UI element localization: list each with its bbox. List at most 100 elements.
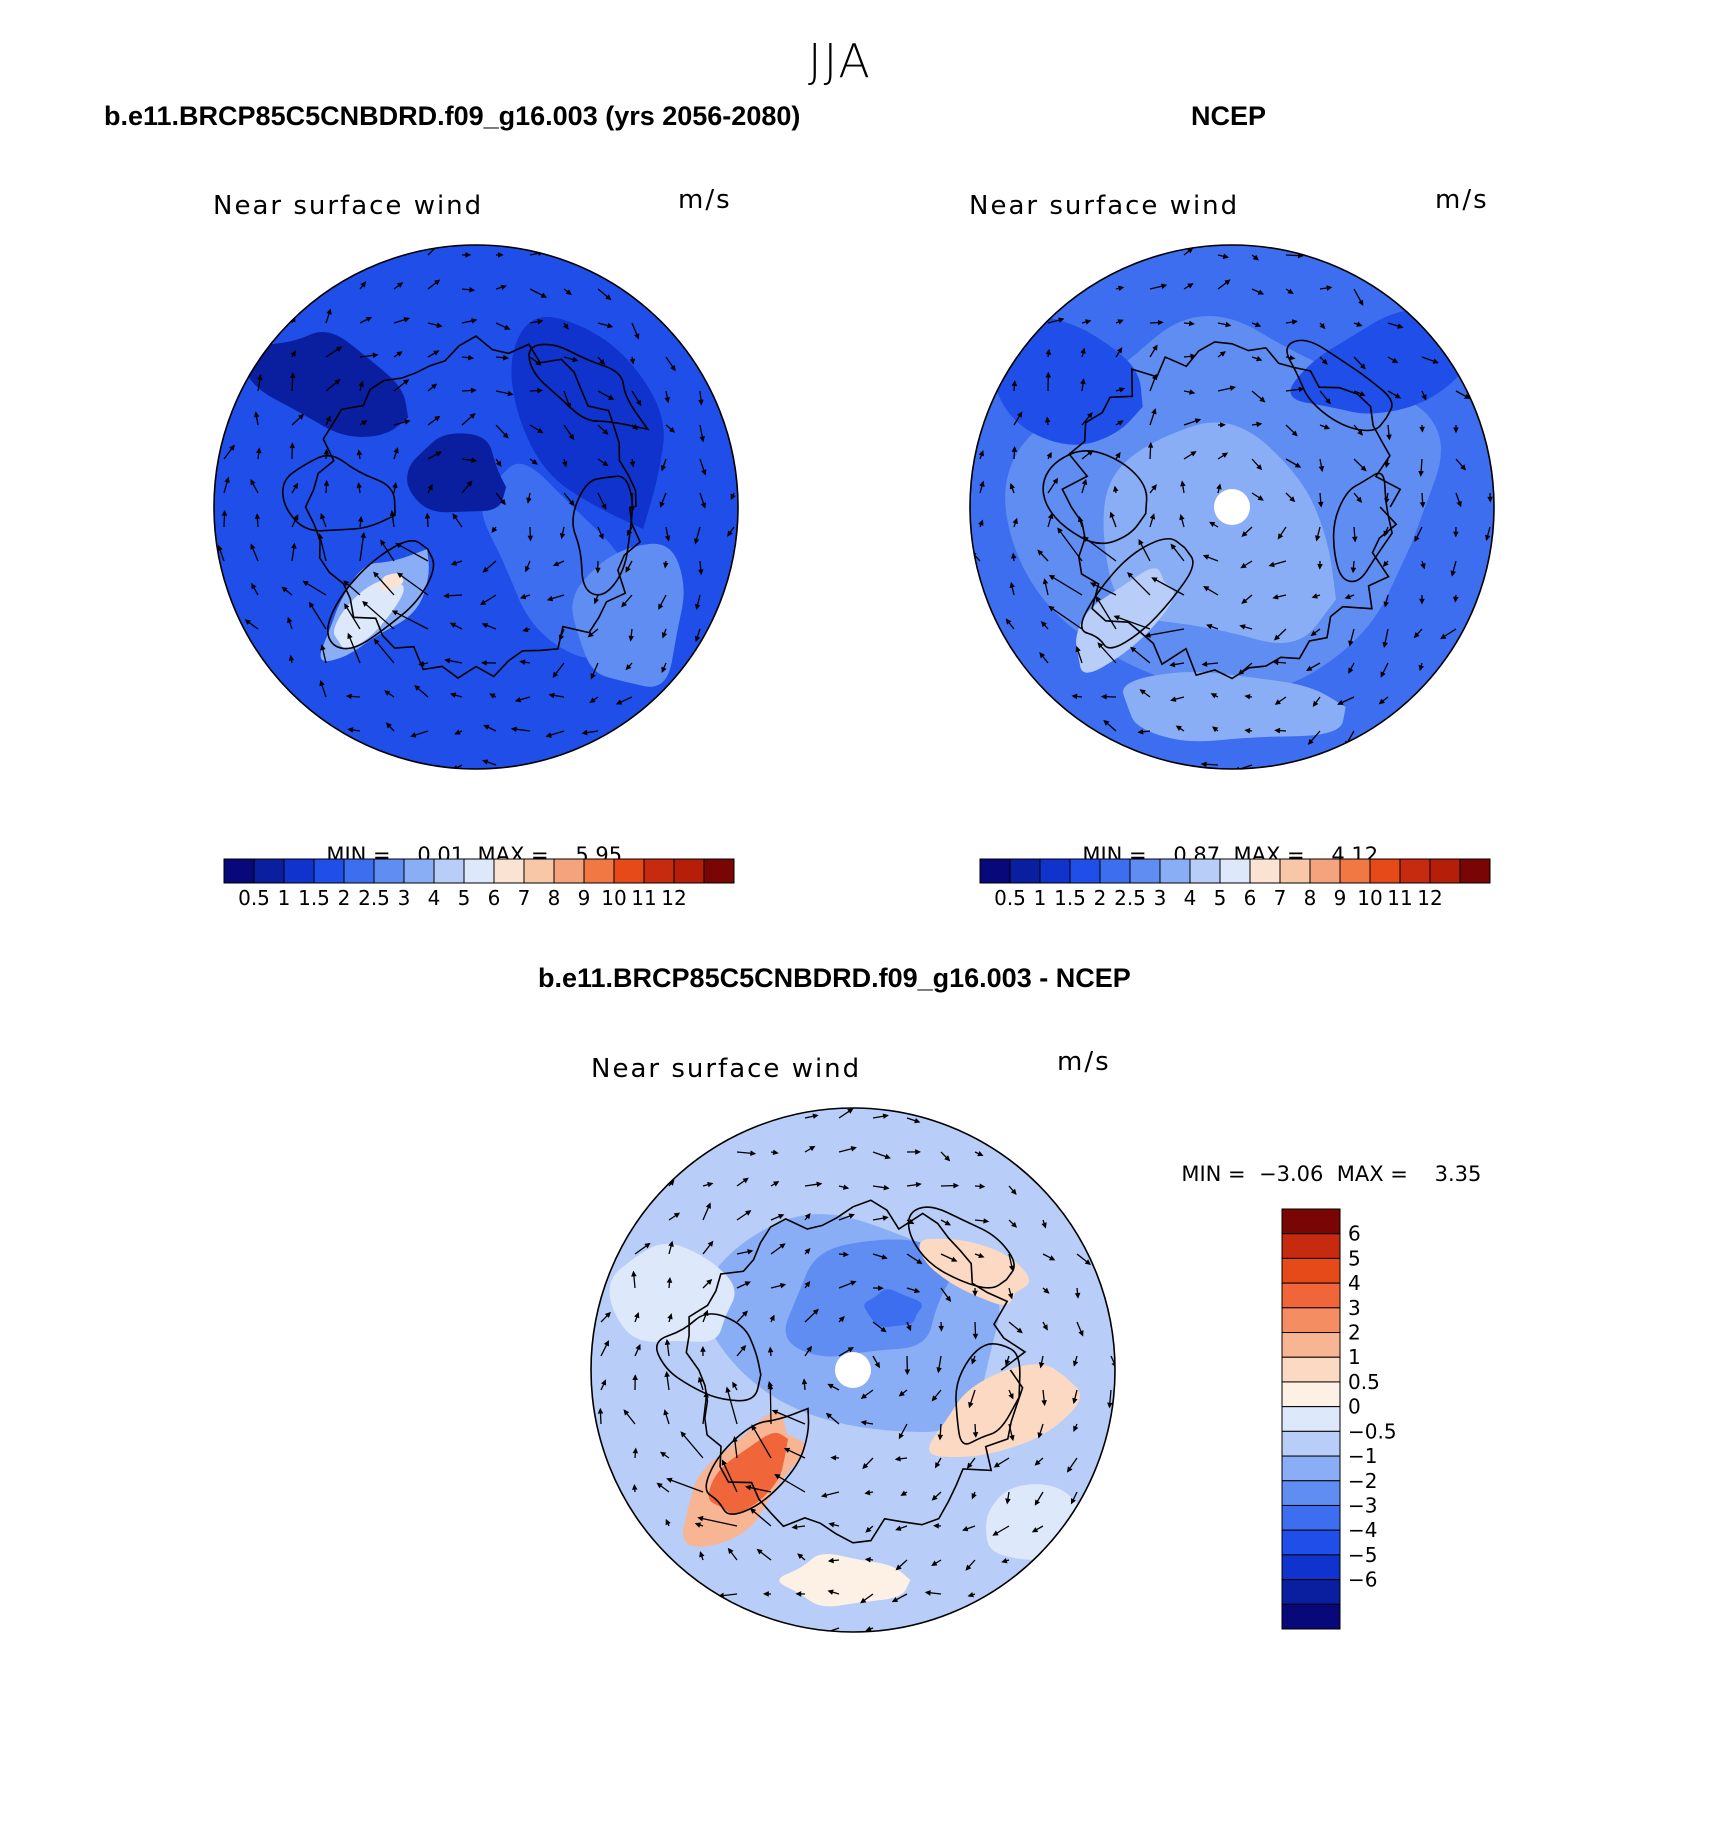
wind-vector-head: [593, 597, 599, 605]
wind-vector-head: [745, 1484, 752, 1491]
colorbar-tick-label: 6: [1244, 886, 1257, 910]
wind-vector-head: [1241, 531, 1248, 538]
wind-vector-head: [1057, 527, 1063, 534]
wind-vector-head: [983, 1218, 990, 1224]
wind-vector-head: [380, 539, 386, 546]
wind-vector-head: [1244, 728, 1251, 734]
wind-vector-head: [664, 397, 670, 404]
wind-vector-head: [595, 567, 601, 574]
wind-vector-head: [972, 1290, 978, 1297]
wind-vector-head: [1103, 719, 1110, 726]
wind-vector-head: [783, 1447, 791, 1453]
wind-vector-head: [1380, 671, 1386, 678]
coastline: [907, 1206, 1015, 1289]
wind-vector-head: [1383, 530, 1389, 537]
wind-vector-head: [623, 1409, 630, 1416]
wind-vector-head: [1042, 1324, 1048, 1331]
wind-vector-head: [1074, 1292, 1081, 1299]
wind-vector-head: [308, 601, 315, 609]
wind-vector-head: [1005, 1498, 1011, 1505]
wind-vector-head: [604, 1311, 611, 1318]
wind-vector-head: [1034, 1499, 1041, 1506]
wind-vector-head: [705, 1202, 711, 1209]
colorbar-box: [1281, 1554, 1341, 1581]
wind-vector-head: [1360, 363, 1366, 370]
wind-vector: [751, 1425, 772, 1459]
wind-vector-head: [1239, 624, 1246, 630]
colorbar-box: [1279, 858, 1311, 884]
wind-vector-head: [599, 358, 606, 366]
wind-vector-head: [1252, 254, 1259, 261]
wind-vector-head: [971, 1493, 977, 1500]
wind-vector-head: [908, 1218, 915, 1225]
wind-vector-head: [565, 289, 573, 296]
colorbar-tick-label: 9: [1334, 886, 1347, 910]
colorbar-box: [1281, 1381, 1341, 1408]
wind-vector-head: [915, 1181, 922, 1188]
colorbar-box: [1009, 858, 1041, 884]
colorbar-box: [1281, 1430, 1341, 1457]
wind-vector-head: [601, 503, 607, 510]
wind-vector-head: [1012, 517, 1018, 525]
wind-vector: [344, 604, 361, 630]
wind-vector-head: [254, 513, 261, 520]
wind-vector-head: [721, 1459, 727, 1466]
wind-vector-head: [1326, 285, 1333, 291]
wind-vector-head: [289, 442, 296, 449]
wind-vector-head: [900, 1490, 907, 1496]
wind-vector: [769, 1384, 772, 1425]
wind-vector-head: [1432, 358, 1440, 364]
wind-vector-head: [1356, 321, 1363, 327]
wind-vector-head: [1077, 515, 1084, 523]
wind-vector-head: [410, 732, 417, 738]
wind-vector-head: [1319, 323, 1326, 330]
wind-vector-head: [449, 692, 457, 698]
coastline: [281, 454, 396, 532]
wind-vector-head: [500, 284, 507, 290]
wind-vector-head: [636, 399, 642, 407]
wind-vector-head: [427, 484, 433, 491]
wind-vector-head: [289, 372, 296, 379]
wind-vector-head: [466, 480, 473, 487]
wind-vector-head: [1460, 464, 1467, 471]
wind-vector-head: [373, 571, 380, 578]
wind-vector-head: [791, 1524, 798, 1530]
wind-vector-head: [659, 501, 665, 508]
wind-vector-head: [298, 413, 305, 420]
colorbar-box: [1281, 1208, 1341, 1235]
wind-vector-head: [884, 1153, 891, 1160]
wind-vector-head: [699, 1551, 705, 1558]
wind-vector: [396, 543, 429, 562]
colorbar-box: [493, 858, 525, 884]
wind-vector-head: [1011, 446, 1018, 452]
wind-vector-head: [774, 1474, 781, 1480]
wind-vector-head: [1017, 411, 1023, 418]
wind-vector-head: [418, 660, 425, 667]
wind-vector-head: [850, 1280, 857, 1286]
wind-vector-head: [1179, 513, 1185, 521]
wind-vector-head: [491, 526, 498, 533]
coastlines: [281, 335, 650, 679]
colorbar-box: [1189, 858, 1221, 884]
wind-vector-head: [1118, 285, 1125, 292]
wind-vector-head: [812, 1113, 819, 1119]
colorbar-box: [1129, 858, 1161, 884]
wind-vector-head: [1277, 533, 1284, 540]
wind-vector: [309, 602, 327, 630]
coastlines: [1042, 339, 1402, 680]
wind-vector-head: [255, 447, 262, 454]
wind-vector-head: [881, 1254, 888, 1260]
wind-vector: [347, 633, 361, 664]
wind-vector-head: [944, 1220, 952, 1226]
colorbar-box: [1099, 858, 1131, 884]
wind-vector-head: [1229, 385, 1236, 391]
wind-vector-head: [1169, 661, 1176, 668]
colorbar-box: [979, 858, 1011, 884]
wind-vector: [750, 1508, 772, 1527]
colorbar-tick-label: 1: [1348, 1345, 1361, 1369]
wind-vector-head: [859, 1597, 867, 1604]
colorbar-tick-label: 6: [1348, 1222, 1361, 1246]
wind-vector-head: [744, 1281, 751, 1287]
wind-vector-head: [860, 1420, 867, 1426]
wind-vector-head: [1031, 1527, 1039, 1533]
